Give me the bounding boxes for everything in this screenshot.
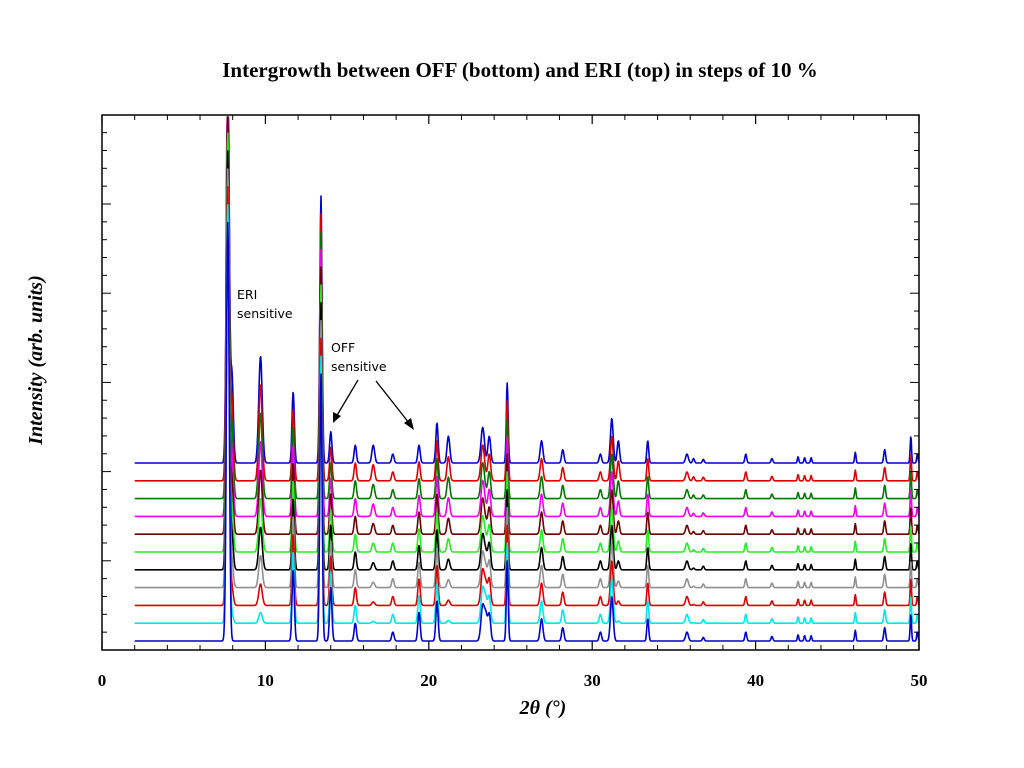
annotation-off-line1: OFF — [331, 340, 355, 355]
annotation-off-line2: sensitive — [331, 359, 387, 374]
series-line-5 — [134, 132, 920, 553]
x-tick-label: 10 — [257, 671, 274, 690]
series-line-6 — [134, 116, 920, 535]
y-axis-label: Intensity (arb. units) — [25, 275, 47, 445]
annotations-group: ERI sensitive OFF sensitive — [237, 287, 414, 430]
x-tick-label: 0 — [98, 671, 107, 690]
arrow-off-left-head — [333, 412, 341, 423]
x-tick-label: 30 — [584, 671, 601, 690]
arrow-off-right-head — [404, 418, 414, 430]
traces-group — [134, 116, 920, 642]
series-line-8 — [134, 116, 920, 500]
x-axis-label: 2θ (°) — [519, 697, 567, 719]
x-tick-labels: 0 10 20 30 40 50 — [98, 671, 928, 690]
x-tick-label: 50 — [911, 671, 928, 690]
x-tick-label: 40 — [747, 671, 764, 690]
series-line-4 — [134, 150, 920, 571]
x-tick-label: 20 — [420, 671, 437, 690]
series-line-2 — [134, 186, 920, 607]
series-line-10 — [134, 116, 920, 464]
chart-title: Intergrowth between OFF (bottom) and ERI… — [222, 58, 818, 82]
annotation-eri-line2: sensitive — [237, 306, 293, 321]
arrow-off-left — [335, 379, 359, 418]
ticks-group — [101, 115, 920, 650]
series-line-7 — [134, 116, 920, 518]
series-line-3 — [134, 168, 920, 589]
arrow-off-right — [375, 380, 410, 424]
annotation-eri-line1: ERI — [237, 287, 257, 302]
series-line-9 — [134, 116, 920, 482]
series-line-1 — [134, 204, 920, 624]
